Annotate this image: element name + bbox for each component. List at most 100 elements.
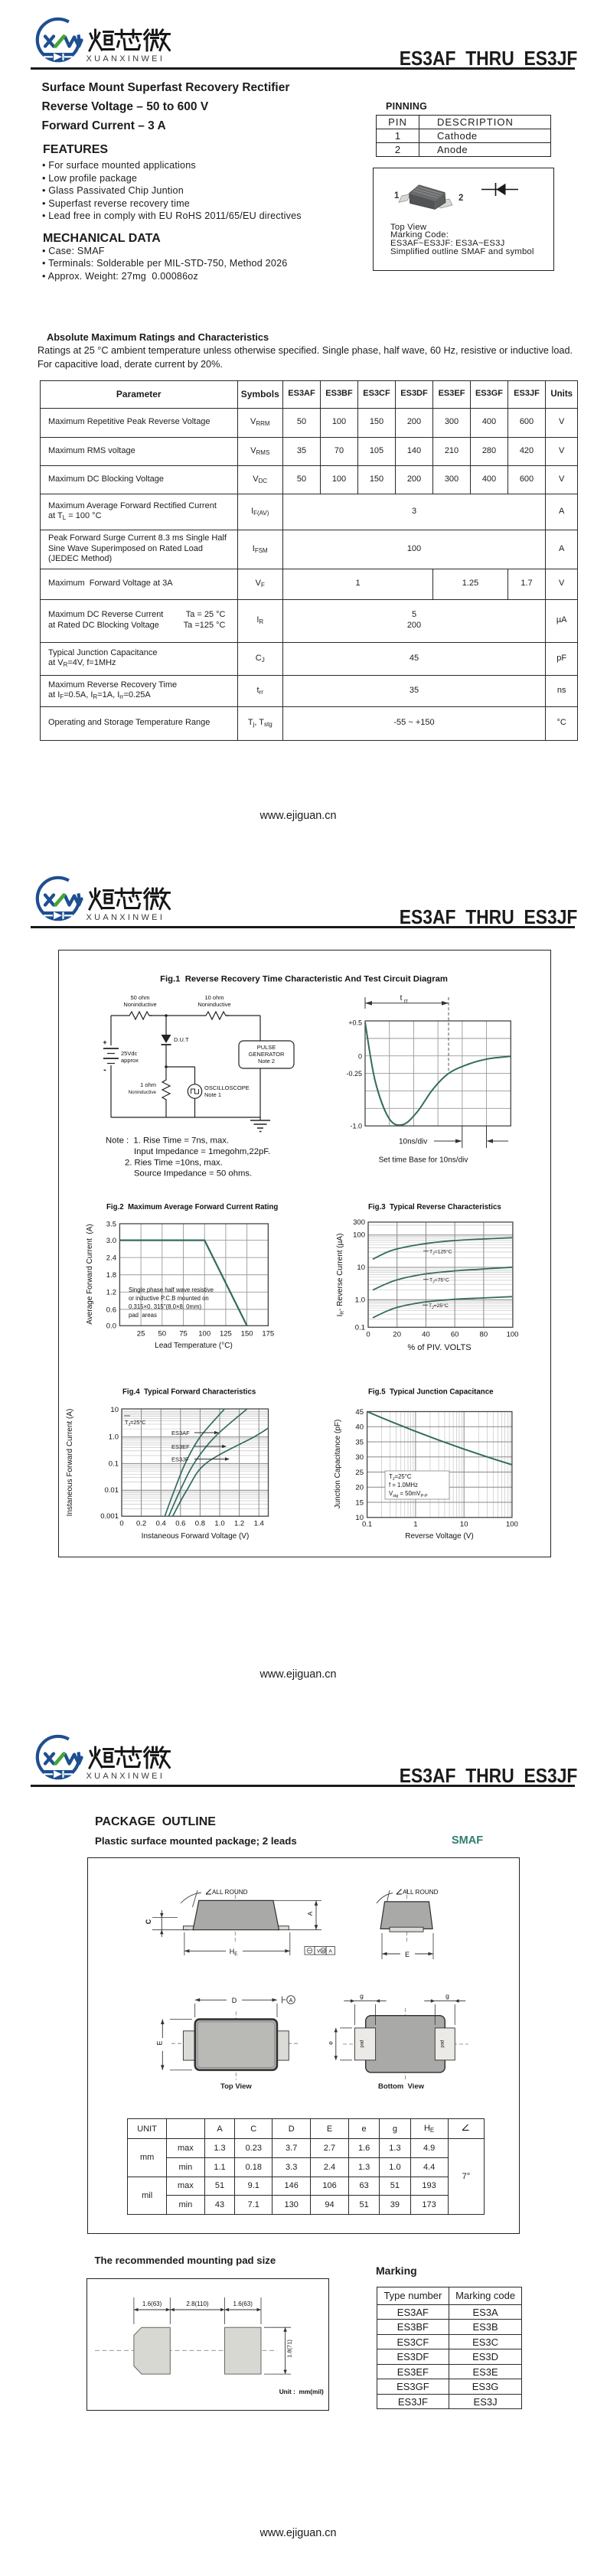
svg-text:-1.0: -1.0 xyxy=(350,1123,362,1130)
svg-text:Note 1: Note 1 xyxy=(204,1091,221,1098)
svg-text:40: 40 xyxy=(422,1331,430,1339)
svg-text:Set time Base for 10ns/div: Set time Base for 10ns/div xyxy=(379,1156,468,1165)
svg-text:3.5: 3.5 xyxy=(106,1220,116,1228)
svg-text:pad: pad xyxy=(441,2040,445,2047)
svg-text:e: e xyxy=(327,2041,335,2045)
svg-text:10ns/div: 10ns/div xyxy=(399,1138,427,1146)
svg-text:0.1: 0.1 xyxy=(109,1459,119,1468)
svg-text:80: 80 xyxy=(480,1331,488,1339)
svg-text:or inductive P.C.B mounted on: or inductive P.C.B mounted on xyxy=(129,1295,209,1302)
svg-text:Reverse Voltage (V): Reverse Voltage (V) xyxy=(405,1532,474,1541)
svg-text:25: 25 xyxy=(355,1469,364,1477)
svg-text:GENERATOR: GENERATOR xyxy=(249,1051,285,1058)
svg-text:175: 175 xyxy=(262,1330,274,1339)
svg-text:approx: approx xyxy=(121,1057,139,1064)
svg-text:35: 35 xyxy=(355,1438,364,1446)
svg-text:100: 100 xyxy=(198,1330,210,1339)
svg-text:+0.5: +0.5 xyxy=(348,1019,362,1027)
svg-text:150: 150 xyxy=(241,1330,253,1339)
svg-text:E: E xyxy=(156,2040,164,2045)
svg-text:g: g xyxy=(360,1992,364,2000)
svg-text:25: 25 xyxy=(137,1330,145,1339)
svg-text:ALL ROUND: ALL ROUND xyxy=(403,1889,439,1896)
svg-text:0.6: 0.6 xyxy=(175,1520,185,1528)
svg-text:1 ohm: 1 ohm xyxy=(140,1081,156,1088)
svg-text:1.8: 1.8 xyxy=(106,1271,116,1280)
svg-text:IR- Reverse Current (µA): IR- Reverse Current (µA) xyxy=(336,1234,345,1317)
svg-text:D.U.T: D.U.T xyxy=(174,1036,189,1043)
svg-text:0.001: 0.001 xyxy=(100,1512,119,1521)
svg-text:pad: pad xyxy=(361,2040,365,2047)
svg-text:PULSE: PULSE xyxy=(257,1044,276,1051)
svg-text:Noninductive: Noninductive xyxy=(197,1001,230,1008)
svg-text:Junction Capacitance (pF): Junction Capacitance (pF) xyxy=(334,1420,342,1509)
svg-text:15: 15 xyxy=(355,1498,364,1507)
svg-text:0: 0 xyxy=(366,1331,370,1339)
svg-text:1.2: 1.2 xyxy=(234,1520,244,1528)
svg-text:Source Impedance = 50 ohms.: Source Impedance = 50 ohms. xyxy=(134,1169,252,1179)
svg-text:2. Ries Time =10ns, max.: 2. Ries Time =10ns, max. xyxy=(125,1158,223,1167)
svg-text:V: V xyxy=(317,1949,321,1955)
svg-text:Fig.1 Reverse Recovery Time C: Fig.1 Reverse Recovery Time Characterist… xyxy=(160,975,448,984)
svg-text:1.2: 1.2 xyxy=(106,1289,116,1297)
svg-text:40: 40 xyxy=(355,1423,364,1432)
svg-text:E: E xyxy=(405,1951,410,1958)
svg-text:C: C xyxy=(145,1919,152,1924)
svg-text:100: 100 xyxy=(507,1331,519,1339)
svg-text:100: 100 xyxy=(506,1521,518,1529)
svg-text:TJ=125°C: TJ=125°C xyxy=(429,1249,452,1257)
svg-text:rr: rr xyxy=(404,999,408,1004)
svg-text:Fig.4 Typical Forward Charact: Fig.4 Typical Forward Characteristics xyxy=(122,1388,256,1397)
svg-text:50 ohm: 50 ohm xyxy=(130,994,149,1001)
svg-text:ES3JF: ES3JF xyxy=(171,1456,189,1463)
svg-text:1.6(63): 1.6(63) xyxy=(142,2300,162,2307)
svg-text:1: 1 xyxy=(413,1521,417,1529)
svg-text:10: 10 xyxy=(110,1406,119,1414)
svg-text:1.0: 1.0 xyxy=(355,1296,365,1304)
svg-text:Note 2: Note 2 xyxy=(258,1058,275,1065)
svg-text:3.0: 3.0 xyxy=(106,1237,116,1245)
svg-text:TJ=25°C: TJ=25°C xyxy=(429,1303,449,1310)
svg-text:Noninductive: Noninductive xyxy=(129,1090,157,1095)
svg-text:Fig.2 Maximum Average Forward: Fig.2 Maximum Average Forward Current Ra… xyxy=(106,1203,278,1211)
svg-text:300: 300 xyxy=(353,1218,365,1227)
svg-text:10: 10 xyxy=(460,1521,468,1529)
svg-text:0.4: 0.4 xyxy=(156,1520,166,1528)
svg-text:0: 0 xyxy=(358,1052,362,1060)
svg-text:Input Impedance = 1megohm,22pF: Input Impedance = 1megohm,22pF. xyxy=(134,1147,270,1156)
svg-text:TJ=25°C: TJ=25°C xyxy=(389,1473,412,1482)
svg-text:20: 20 xyxy=(355,1484,364,1492)
svg-text:25Vdc: 25Vdc xyxy=(121,1050,138,1057)
svg-text:ES3AF: ES3AF xyxy=(171,1430,190,1436)
svg-text:75: 75 xyxy=(179,1330,188,1339)
svg-text:D: D xyxy=(232,1997,237,2004)
svg-text:A: A xyxy=(289,1998,293,2004)
svg-text:ALL ROUND: ALL ROUND xyxy=(212,1889,248,1896)
svg-text:Instaneous Forward Voltage (V): Instaneous Forward Voltage (V) xyxy=(142,1532,250,1541)
svg-text:10: 10 xyxy=(357,1264,365,1272)
svg-text:2.4: 2.4 xyxy=(106,1254,116,1263)
svg-text:0.1: 0.1 xyxy=(362,1521,372,1529)
svg-text:Note : 1. Rise Time = 7ns, ma: Note : 1. Rise Time = 7ns, max. xyxy=(106,1136,229,1146)
svg-text:0.1: 0.1 xyxy=(355,1323,365,1332)
svg-text:f = 1.0MHz: f = 1.0MHz xyxy=(389,1482,418,1489)
svg-text:Average Forward Current (A): Average Forward Current (A) xyxy=(86,1224,94,1325)
svg-text:125: 125 xyxy=(220,1330,232,1339)
svg-text:0.0: 0.0 xyxy=(106,1322,116,1331)
svg-text:-: - xyxy=(103,1065,106,1074)
svg-text:0.6: 0.6 xyxy=(106,1306,116,1314)
svg-text:0: 0 xyxy=(119,1520,123,1528)
svg-text:50: 50 xyxy=(158,1330,167,1339)
svg-text:M: M xyxy=(321,1949,325,1954)
svg-text:% of PIV. VOLTS: % of PIV. VOLTS xyxy=(407,1343,471,1352)
svg-text:0.8: 0.8 xyxy=(195,1520,205,1528)
svg-text:0.315×0. 315"(8.0×8. 0mm): 0.315×0. 315"(8.0×8. 0mm) xyxy=(129,1303,201,1310)
svg-text:Vsig = 50mVP-P: Vsig = 50mVP-P xyxy=(389,1490,428,1498)
svg-text:HE: HE xyxy=(230,1948,238,1957)
svg-text:Noninductive: Noninductive xyxy=(123,1001,156,1008)
svg-text:pad areas: pad areas xyxy=(129,1312,157,1319)
svg-text:Instaneous Forward Current (A): Instaneous Forward Current (A) xyxy=(66,1409,74,1517)
svg-text:1.4: 1.4 xyxy=(254,1520,264,1528)
svg-text:Single phase half wave resisti: Single phase half wave resistive xyxy=(129,1286,214,1293)
svg-text:A: A xyxy=(306,1911,314,1916)
